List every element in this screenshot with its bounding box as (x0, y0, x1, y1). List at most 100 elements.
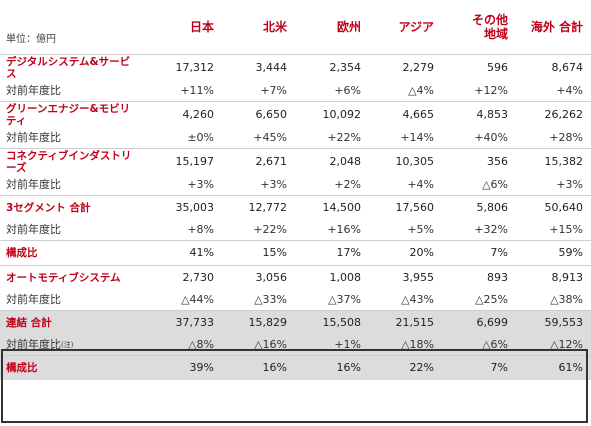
cell-value: 22% (369, 355, 442, 380)
cell-value: △43% (401, 293, 434, 306)
cell-value: 17% (295, 240, 369, 266)
cell-value: 59% (516, 240, 591, 266)
table-row-three-segments-total: 3セグメント 合計 35,003 12,772 14,500 17,560 5,… (0, 195, 591, 220)
header-row: 単位：億円 日本 北米 欧州 アジア その他 地域 海外 合計 (0, 0, 591, 55)
header-other-regions: その他 地域 (471, 13, 508, 41)
cell-value: △33% (254, 293, 287, 306)
table-row-consolidated-composition: 構成比 39% 16% 16% 22% 7% 61% (0, 355, 591, 380)
table-row-green-energy-yoy: 対前年度比 ±0% +45% +22% +14% +40% +28% (0, 128, 591, 149)
cell-value: 4,853 (442, 101, 516, 128)
cell-value: +45% (253, 131, 287, 144)
row-label-text: 対前年度比 (6, 338, 61, 351)
row-label: 構成比 (0, 355, 148, 380)
row-label: 対前年度比 (6, 84, 61, 97)
header-europe: 欧州 (336, 20, 361, 34)
cell-value: +4% (556, 84, 583, 97)
row-label: 対前年度比 (6, 178, 61, 191)
row-label: 対前年度比 (6, 293, 61, 306)
cell-value: +22% (253, 223, 287, 236)
row-label: 構成比 (0, 240, 148, 266)
cell-value: 17,560 (369, 195, 442, 220)
row-label: 3セグメント 合計 (0, 195, 148, 220)
cell-value: 61% (516, 355, 591, 380)
cell-value: 8,674 (516, 54, 591, 81)
row-label: 対前年度比 (6, 131, 61, 144)
row-label: コネクティブインダストリーズ (0, 148, 148, 175)
cell-value: 3,955 (369, 265, 442, 290)
header-asia: アジア (398, 20, 434, 34)
header-japan: 日本 (189, 20, 214, 34)
table-row-consolidated-yoy: 対前年度比(注) △8% △16% +1% △18% △6% △12% (0, 335, 591, 356)
cell-value: +32% (474, 223, 508, 236)
cell-value: 15% (222, 240, 295, 266)
cell-value: 12,772 (222, 195, 295, 220)
cell-value: +15% (549, 223, 583, 236)
cell-value: 8,913 (516, 265, 591, 290)
cell-value: +22% (327, 131, 361, 144)
cell-value: +40% (474, 131, 508, 144)
header-north-america: 北米 (262, 20, 287, 34)
cell-value: 14,500 (295, 195, 369, 220)
cell-value: +14% (400, 131, 434, 144)
cell-value: 596 (442, 54, 516, 81)
cell-value: 7% (442, 240, 516, 266)
cell-value: 15,829 (222, 310, 295, 335)
cell-value: △25% (475, 293, 508, 306)
unit-label: 単位：億円 (6, 34, 56, 45)
cell-value: △12% (516, 335, 591, 356)
table-row-consolidated-total: 連結 合計 37,733 15,829 15,508 21,515 6,699 … (0, 310, 591, 335)
cell-value: 59,553 (516, 310, 591, 335)
row-label: デジタルシステム&サービス (0, 54, 148, 81)
cell-value: △16% (222, 335, 295, 356)
cell-value: +7% (260, 84, 287, 97)
table-row-automotive-systems-yoy: 対前年度比 △44% △33% △37% △43% △25% △38% (0, 290, 591, 311)
cell-value: 3,056 (222, 265, 295, 290)
table-row-green-energy: グリーンエナジー&モビリティ 4,260 6,650 10,092 4,665 … (0, 101, 591, 128)
cell-value: 20% (369, 240, 442, 266)
cell-value: +16% (327, 223, 361, 236)
cell-value: 2,354 (295, 54, 369, 81)
cell-value: △38% (550, 293, 583, 306)
header-overseas-total: 海外 合計 (530, 20, 583, 34)
footnote-marker: (注) (61, 341, 74, 349)
cell-value: +11% (180, 84, 214, 97)
cell-value: 356 (442, 148, 516, 175)
cell-value: 1,008 (295, 265, 369, 290)
cell-value: +3% (556, 178, 583, 191)
cell-value: 15,508 (295, 310, 369, 335)
table-row-digital-systems: デジタルシステム&サービス 17,312 3,444 2,354 2,279 5… (0, 54, 591, 81)
cell-value: △4% (408, 84, 434, 97)
cell-value: 3,444 (222, 54, 295, 81)
cell-value: 17,312 (148, 54, 222, 81)
cell-value: +3% (260, 178, 287, 191)
cell-value: 2,730 (148, 265, 222, 290)
table-row-connective-industries: コネクティブインダストリーズ 15,197 2,671 2,048 10,305… (0, 148, 591, 175)
cell-value: +6% (334, 84, 361, 97)
table-row-digital-systems-yoy: 対前年度比 +11% +7% +6% △4% +12% +4% (0, 81, 591, 102)
cell-value: ±0% (187, 131, 214, 144)
cell-value: +3% (187, 178, 214, 191)
row-label: オートモティブシステム (0, 265, 148, 290)
revenue-by-region-table: 単位：億円 日本 北米 欧州 アジア その他 地域 海外 合計 デジタルシステム… (0, 0, 591, 380)
cell-value: 16% (222, 355, 295, 380)
cell-value: 21,515 (369, 310, 442, 335)
cell-value: 50,640 (516, 195, 591, 220)
cell-value: +28% (549, 131, 583, 144)
table-row-automotive-systems: オートモティブシステム 2,730 3,056 1,008 3,955 893 … (0, 265, 591, 290)
table-row-three-segments-yoy: 対前年度比 +8% +22% +16% +5% +32% +15% (0, 220, 591, 241)
cell-value: △6% (482, 178, 508, 191)
cell-value: +5% (407, 223, 434, 236)
cell-value: 6,699 (442, 310, 516, 335)
cell-value: 39% (148, 355, 222, 380)
row-label: 対前年度比 (6, 223, 61, 236)
cell-value: 2,671 (222, 148, 295, 175)
row-label: グリーンエナジー&モビリティ (0, 101, 148, 128)
table-row-connective-industries-yoy: 対前年度比 +3% +3% +2% +4% △6% +3% (0, 175, 591, 196)
cell-value: 7% (442, 355, 516, 380)
cell-value: 893 (442, 265, 516, 290)
row-label: 対前年度比(注) (0, 335, 148, 356)
cell-value: +12% (474, 84, 508, 97)
cell-value: △6% (442, 335, 516, 356)
cell-value: △8% (148, 335, 222, 356)
cell-value: 5,806 (442, 195, 516, 220)
